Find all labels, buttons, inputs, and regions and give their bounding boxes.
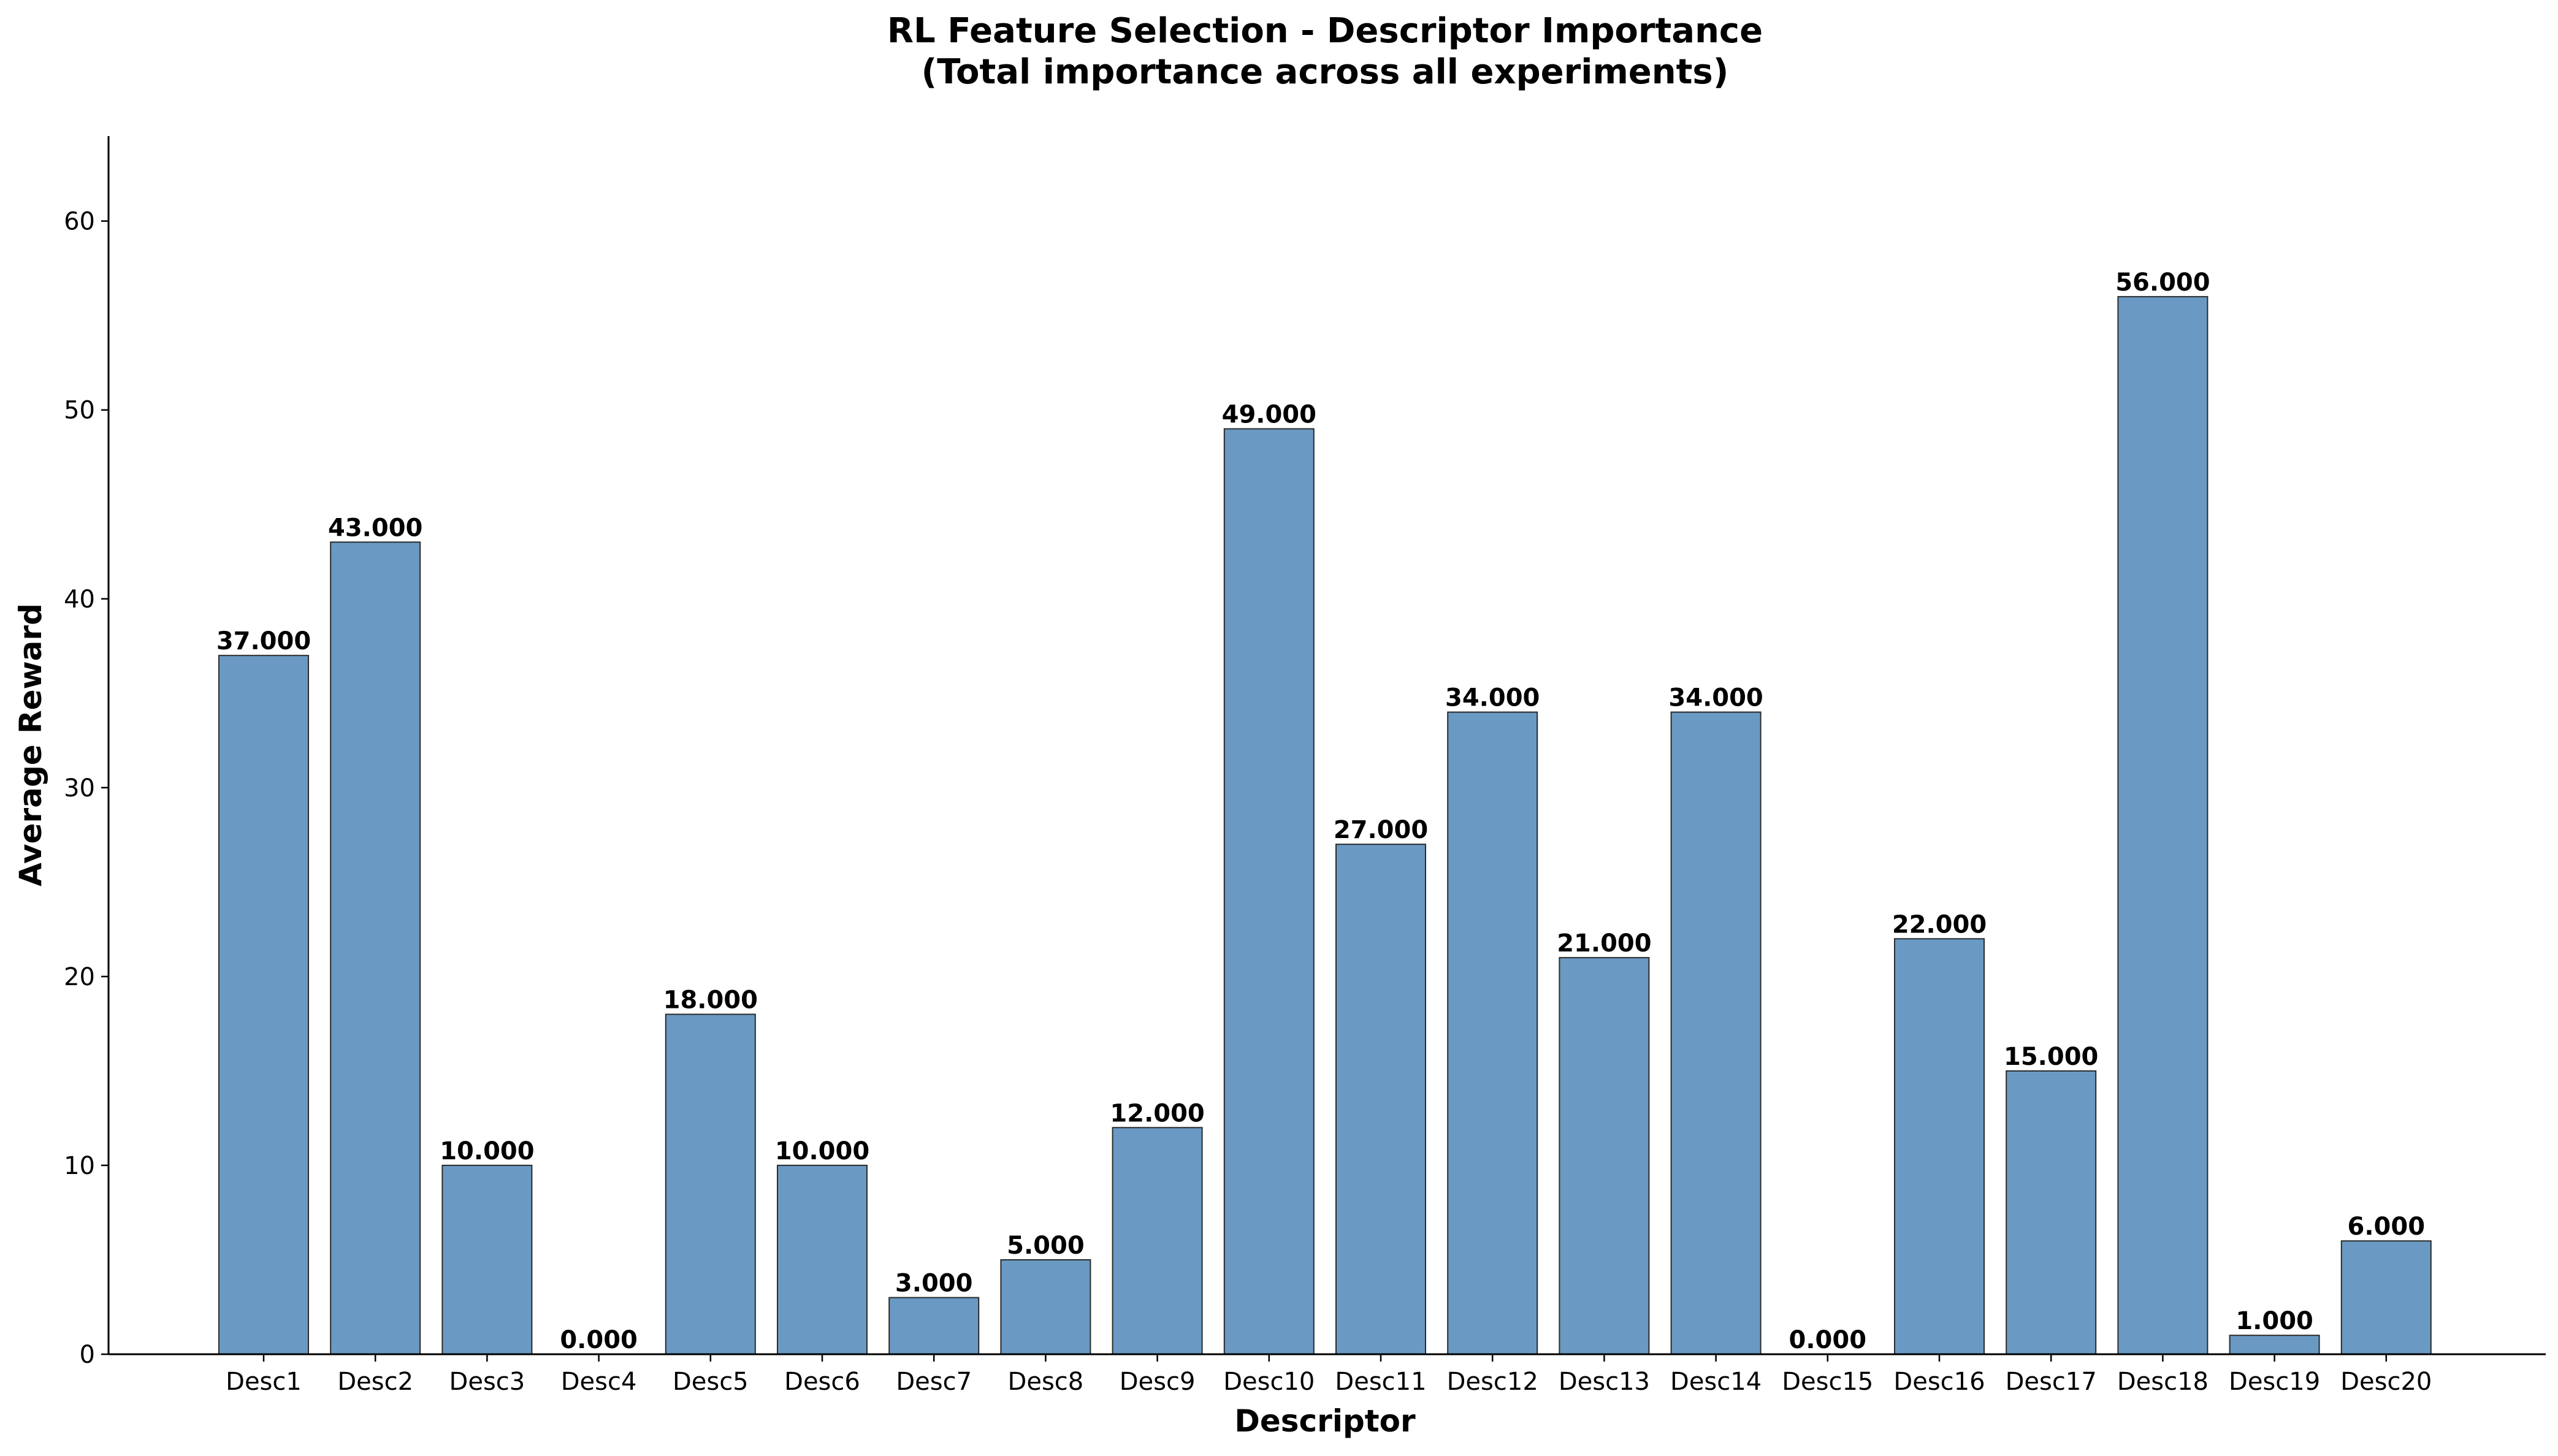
bar-desc3 [441,1164,533,1355]
bars-group [218,295,2432,1355]
x-tick-label-desc18: Desc18 [2117,1368,2209,1396]
x-tick-label-desc16: Desc16 [1893,1368,1985,1396]
value-label-desc3: 10.000 [440,1137,534,1165]
chart-title-line1: RL Feature Selection - Descriptor Import… [887,11,1763,51]
value-label-desc17: 15.000 [2004,1043,2098,1071]
x-tick-label-desc3: Desc3 [449,1368,525,1396]
y-tick-label-10: 10 [64,1152,95,1180]
value-label-desc11: 27.000 [1334,816,1428,844]
x-tick-label-desc1: Desc1 [226,1368,302,1396]
y-tick-label-30: 30 [64,774,95,802]
y-tick-label-50: 50 [64,397,95,425]
value-label-desc15: 0.000 [1789,1326,1867,1354]
value-label-desc10: 49.000 [1222,401,1316,429]
x-tick-label-desc20: Desc20 [2340,1368,2432,1396]
bar-desc12 [1447,711,1538,1355]
value-label-desc12: 34.000 [1445,684,1540,712]
bar-desc7 [888,1297,980,1355]
value-label-desc9: 12.000 [1110,1099,1204,1127]
bar-desc5 [665,1013,756,1355]
x-tick-label-desc6: Desc6 [784,1368,860,1396]
bar-desc19 [2229,1335,2320,1355]
chart-title-line2: (Total importance across all experiments… [922,52,1729,92]
x-axis: Desc1 Desc2 Desc3 Desc4 Desc5 Desc6 Desc7 Desc8… [226,1354,2432,1396]
x-tick-label-desc8: Desc8 [1008,1368,1084,1396]
y-axis-label: Average Reward [13,603,48,886]
value-label-desc13: 21.000 [1557,929,1651,958]
x-tick-label-desc12: Desc12 [1447,1368,1538,1396]
x-tick-label-desc19: Desc19 [2229,1368,2320,1396]
value-label-desc14: 34.000 [1668,684,1763,712]
bar-desc9 [1112,1127,1203,1355]
x-tick-label-desc10: Desc10 [1223,1368,1315,1396]
x-tick-label-desc17: Desc17 [2006,1368,2097,1396]
value-label-desc7: 3.000 [895,1270,973,1298]
x-tick-label-desc2: Desc2 [337,1368,413,1396]
x-tick-label-desc4: Desc4 [561,1368,637,1396]
bar-desc20 [2340,1240,2432,1355]
y-axis: 0 10 20 30 40 50 60 [64,208,109,1369]
value-label-desc1: 37.000 [216,627,311,655]
y-tick-label-0: 0 [80,1341,95,1369]
x-tick-label-desc14: Desc14 [1670,1368,1762,1396]
bar-desc14 [1670,711,1762,1355]
bar-desc18 [2117,295,2209,1355]
value-labels-group: 37.000 43.000 10.000 0.000 18.000 10.000 3.000… [216,269,2425,1354]
value-label-desc6: 10.000 [775,1137,869,1165]
bar-desc2 [330,541,421,1355]
x-tick-label-desc9: Desc9 [1120,1368,1196,1396]
x-axis-label: Descriptor [1234,1403,1416,1439]
value-label-desc19: 1.000 [2235,1307,2313,1335]
bar-desc1 [218,655,309,1355]
bar-desc17 [2006,1070,2097,1355]
bar-desc16 [1894,938,1985,1355]
bar-desc11 [1335,844,1426,1355]
x-tick-label-desc7: Desc7 [896,1368,972,1396]
value-label-desc18: 56.000 [2115,269,2210,297]
x-tick-label-desc13: Desc13 [1559,1368,1650,1396]
bar-desc13 [1559,957,1650,1355]
value-label-desc2: 43.000 [328,514,422,542]
x-tick-label-desc11: Desc11 [1335,1368,1426,1396]
y-tick-label-20: 20 [64,963,95,991]
bar-desc6 [777,1164,868,1355]
bar-desc8 [1000,1259,1091,1355]
x-tick-label-desc5: Desc5 [673,1368,749,1396]
y-tick-label-40: 40 [64,585,95,614]
value-label-desc20: 6.000 [2348,1213,2426,1241]
value-label-desc5: 18.000 [663,986,758,1015]
value-label-desc8: 5.000 [1007,1232,1085,1260]
x-tick-label-desc15: Desc15 [1782,1368,1873,1396]
bar-desc10 [1223,428,1315,1355]
value-label-desc4: 0.000 [560,1326,638,1354]
value-label-desc16: 22.000 [1892,910,1987,939]
y-tick-label-60: 60 [64,208,95,236]
